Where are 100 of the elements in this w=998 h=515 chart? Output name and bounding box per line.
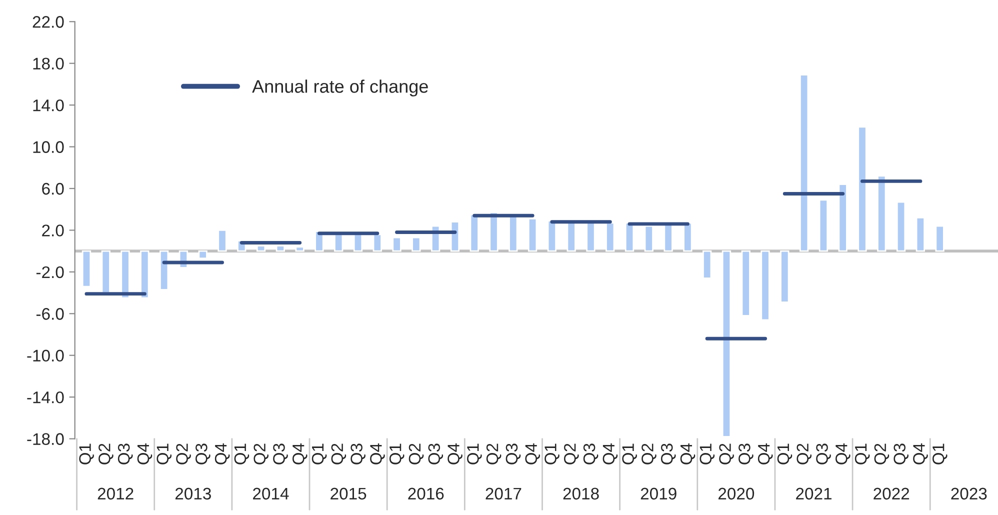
bar <box>644 225 654 252</box>
x-tick-label: Q2 <box>486 444 502 464</box>
bar <box>372 234 382 252</box>
text: 2018 <box>563 488 599 500</box>
x-tick-label: Q4 <box>370 443 385 464</box>
x-tick-label: Q4 <box>214 443 230 464</box>
x-tick-label: Q2 <box>408 444 424 464</box>
x-tick-label: Q3 <box>660 444 676 464</box>
bar <box>198 250 208 260</box>
bar <box>896 201 906 252</box>
x-tick-label: Q4 <box>448 443 462 464</box>
bar <box>256 245 266 252</box>
x-tick-label: Q3 <box>350 444 366 464</box>
x-tick-label: Q1 <box>79 444 94 464</box>
text: 2016 <box>408 488 444 500</box>
x-tick-label: Q1 <box>777 444 792 464</box>
x-tick-label: Q1 <box>700 444 715 464</box>
x-tick-label: Q3 <box>273 444 288 464</box>
bar <box>818 199 828 252</box>
x-tick-label: Q3 <box>118 444 133 464</box>
x-tick-label: Q3 <box>894 444 908 464</box>
x-tick-label: Q3 <box>196 444 210 464</box>
y-tick-label: 2.0 <box>42 224 64 236</box>
x-tick-label: Q2 <box>98 444 114 464</box>
bar <box>780 250 790 303</box>
x-tick-label: Q2 <box>796 444 812 464</box>
bar <box>741 250 750 316</box>
x-tick-label: Q4 <box>758 443 773 464</box>
x-tick-label: Q1 <box>312 444 327 464</box>
x-tick-label: Q3 <box>816 444 831 464</box>
x-tick-label: Q1 <box>467 444 482 464</box>
bar <box>101 250 110 294</box>
y-tick-label: -18.0 <box>27 433 64 445</box>
y-tick-label: 18.0 <box>33 58 64 70</box>
bar <box>722 250 732 438</box>
x-tick-label: Q1 <box>854 444 870 464</box>
bar <box>353 234 363 252</box>
text: 2013 <box>175 488 211 500</box>
text: 2020 <box>718 488 754 500</box>
x-tick-label: Q1 <box>622 444 637 464</box>
text: 2017 <box>486 488 522 500</box>
x-tick-label: Q1 <box>234 444 250 464</box>
y-tick-label: 10.0 <box>33 141 64 153</box>
bar <box>218 230 227 252</box>
bar <box>489 212 498 252</box>
x-tick-label: Q2 <box>719 444 734 464</box>
x-tick-label: Q3 <box>583 444 598 464</box>
text: 2022 <box>874 488 910 500</box>
text: 2015 <box>330 488 366 500</box>
x-tick-label: Q1 <box>932 444 948 464</box>
y-tick-label: 6.0 <box>42 182 64 195</box>
y-tick-label: 22.0 <box>32 16 64 28</box>
text: 2021 <box>796 488 832 500</box>
x-tick-label: Q4 <box>137 443 152 464</box>
x-tick-label: Q3 <box>738 444 754 464</box>
x-tick-label: Q1 <box>156 444 172 464</box>
text: 2019 <box>640 488 676 500</box>
x-tick-label: Q4 <box>525 443 540 464</box>
y-tick-label: -10.0 <box>27 350 64 362</box>
x-tick-label: Q2 <box>564 444 579 464</box>
bar <box>760 250 770 321</box>
bar <box>838 184 848 252</box>
bar <box>276 245 285 252</box>
x-tick-label: Q1 <box>544 444 560 464</box>
bar <box>295 246 304 252</box>
bar <box>799 74 809 252</box>
text: 2012 <box>98 488 134 500</box>
text: 2014 <box>253 488 289 500</box>
bar <box>702 250 712 279</box>
bar <box>120 250 130 299</box>
x-tick-label: Q2 <box>331 444 346 464</box>
x-tick-label: Q4 <box>292 443 308 464</box>
bar <box>82 250 92 288</box>
bar <box>916 216 925 252</box>
x-tick-label: Q2 <box>642 444 656 464</box>
bar <box>140 250 150 299</box>
y-tick-label: 14.0 <box>33 99 64 112</box>
bar <box>547 220 557 252</box>
y-tick-label: -2.0 <box>36 266 64 278</box>
x-tick-label: Q3 <box>506 444 521 464</box>
bar <box>470 214 479 252</box>
x-tick-label: Q4 <box>836 443 850 464</box>
x-tick-label: Q2 <box>254 444 268 464</box>
x-tick-label: Q4 <box>680 443 696 464</box>
bar <box>935 225 944 252</box>
bar <box>159 250 169 290</box>
x-tick-label: Q2 <box>176 444 191 464</box>
bar <box>877 175 886 252</box>
bar <box>606 222 615 252</box>
y-tick-label: -14.0 <box>27 391 64 404</box>
text: 2023 <box>951 488 987 500</box>
bar <box>412 236 421 252</box>
x-tick-label: Q1 <box>389 444 404 464</box>
x-tick-label: Q2 <box>874 444 890 464</box>
legend-label: Annual rate of change <box>252 80 428 96</box>
bar <box>683 222 692 252</box>
bar <box>624 222 634 252</box>
bar <box>392 236 402 252</box>
y-tick-label: -6.0 <box>36 308 64 320</box>
bar <box>858 126 867 252</box>
